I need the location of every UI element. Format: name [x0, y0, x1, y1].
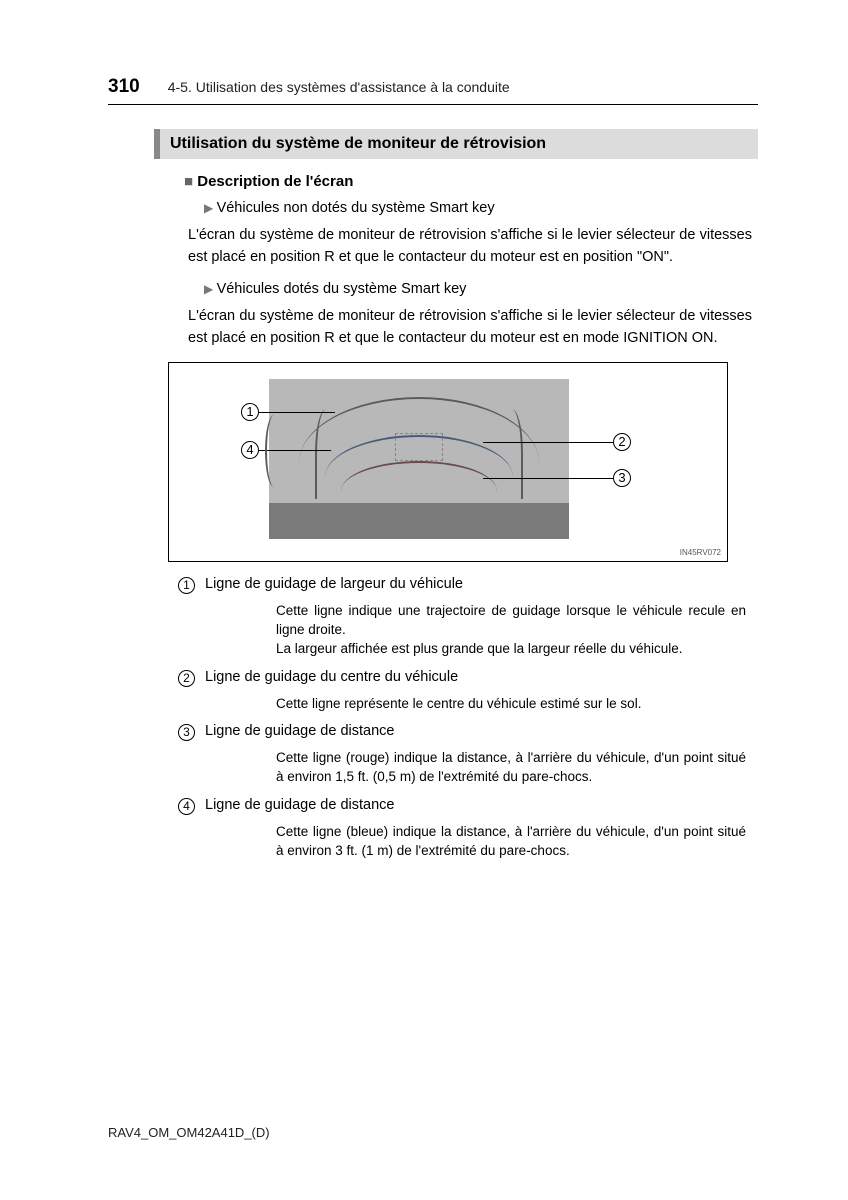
def-num-3: 3 — [178, 724, 195, 741]
paragraph-2: L'écran du système de moniteur de rétrov… — [188, 305, 752, 350]
leader-2 — [483, 442, 613, 443]
def-desc-1: Cette ligne indique une trajectoire de g… — [276, 602, 746, 659]
callout-4: 4 — [241, 441, 259, 459]
definition-list: 1 Ligne de guidage de largeur du véhicul… — [178, 576, 752, 861]
page-header: 310 4-5. Utilisation des systèmes d'assi… — [108, 76, 758, 105]
center-marker — [395, 433, 443, 461]
diagram-code: IN45RV072 — [680, 548, 721, 557]
def-title-2: Ligne de guidage du centre du véhicule — [205, 669, 458, 687]
def-num-2: 2 — [178, 670, 195, 687]
footer-code: RAV4_OM_OM42A41D_(D) — [108, 1125, 270, 1140]
def-item-1: 1 Ligne de guidage de largeur du véhicul… — [178, 576, 752, 594]
page-number: 310 — [108, 76, 140, 98]
def-num-4: 4 — [178, 798, 195, 815]
def-desc-4: Cette ligne (bleue) indique la distance,… — [276, 823, 746, 861]
diagram-frame: 1 4 2 3 IN45RV072 — [168, 362, 728, 562]
chapter-title: 4-5. Utilisation des systèmes d'assistan… — [168, 79, 510, 95]
callout-3: 3 — [613, 469, 631, 487]
def-title-1: Ligne de guidage de largeur du véhicule — [205, 576, 463, 594]
callout-2: 2 — [613, 433, 631, 451]
def-desc-2: Cette ligne représente le centre du véhi… — [276, 695, 746, 714]
def-item-4: 4 Ligne de guidage de distance — [178, 797, 752, 815]
arc-indicator — [265, 415, 283, 487]
subsection-heading: Description de l'écran — [184, 173, 752, 190]
callout-1: 1 — [241, 403, 259, 421]
leader-1 — [259, 412, 335, 413]
def-desc-3: Cette ligne (rouge) indique la distance,… — [276, 749, 746, 787]
bullet-1: Véhicules non dotés du système Smart key — [204, 200, 752, 216]
def-title-4: Ligne de guidage de distance — [205, 797, 394, 815]
def-item-3: 3 Ligne de guidage de distance — [178, 723, 752, 741]
def-num-1: 1 — [178, 577, 195, 594]
diagram-screen — [269, 379, 569, 539]
paragraph-1: L'écran du système de moniteur de rétrov… — [188, 224, 752, 269]
leader-3 — [483, 478, 613, 479]
def-title-3: Ligne de guidage de distance — [205, 723, 394, 741]
def-item-2: 2 Ligne de guidage du centre du véhicule — [178, 669, 752, 687]
section-header: Utilisation du système de moniteur de ré… — [154, 129, 758, 159]
bullet-2: Véhicules dotés du système Smart key — [204, 281, 752, 297]
